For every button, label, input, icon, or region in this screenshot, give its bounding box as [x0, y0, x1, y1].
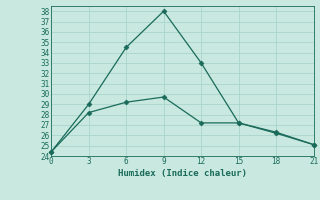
X-axis label: Humidex (Indice chaleur): Humidex (Indice chaleur)	[118, 169, 247, 178]
